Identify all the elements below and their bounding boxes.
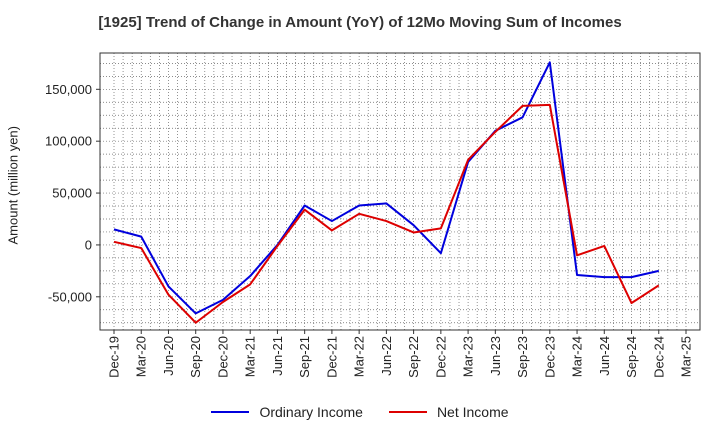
y-tick-label: 150,000 [45,82,92,97]
x-tick-label: Jun-21 [270,336,285,376]
grid-lines [100,53,700,330]
legend: Ordinary Income Net Income [0,404,720,420]
y-tick-label: 0 [85,237,92,252]
x-tick-label: Mar-25 [679,336,694,377]
legend-label: Ordinary Income [259,404,363,420]
x-tick-label: Sep-22 [406,336,421,378]
x-tick-label: Dec-20 [215,336,230,378]
x-tick-label: Jun-23 [488,336,503,376]
x-tick-label: Mar-20 [134,336,149,377]
series-line-net-income [113,103,660,324]
legend-label: Net Income [436,404,509,420]
x-tick-label: Dec-21 [324,336,339,378]
x-tick-label: Mar-21 [243,336,258,377]
plot-frame [99,52,701,331]
legend-item-net-income: Net Income [388,404,509,420]
x-tick-label: Jun-24 [597,336,612,376]
chart-title: [1925] Trend of Change in Amount (YoY) o… [98,14,622,31]
legend-swatch [388,411,427,413]
x-tick-label: Sep-20 [188,336,203,378]
y-tick-label: -50,000 [48,289,92,304]
series-lines [113,61,660,324]
x-tick-label: Jun-20 [161,336,176,376]
x-tick-label: Mar-23 [461,336,476,377]
y-tick-label: 50,000 [52,186,92,201]
x-tick-label: Jun-22 [379,336,394,376]
x-tick-label: Dec-24 [651,336,666,378]
y-tick-label: 100,000 [45,134,92,149]
x-tick-label: Dec-22 [433,336,448,378]
x-tick-label: Sep-23 [515,336,530,378]
legend-swatch [211,411,250,413]
x-tick-label: Mar-22 [352,336,367,377]
x-tick-label: Dec-19 [107,336,122,378]
axis-ticks: -50,000 0 50,000 100,000 150,000 Dec-19 Mar-20… [45,82,694,378]
x-tick-label: Sep-21 [297,336,312,378]
legend-item-ordinary-income: Ordinary Income [211,404,363,420]
x-tick-label: Sep-24 [624,336,639,378]
x-tick-label: Mar-24 [570,336,585,377]
x-tick-label: Dec-23 [542,336,557,378]
